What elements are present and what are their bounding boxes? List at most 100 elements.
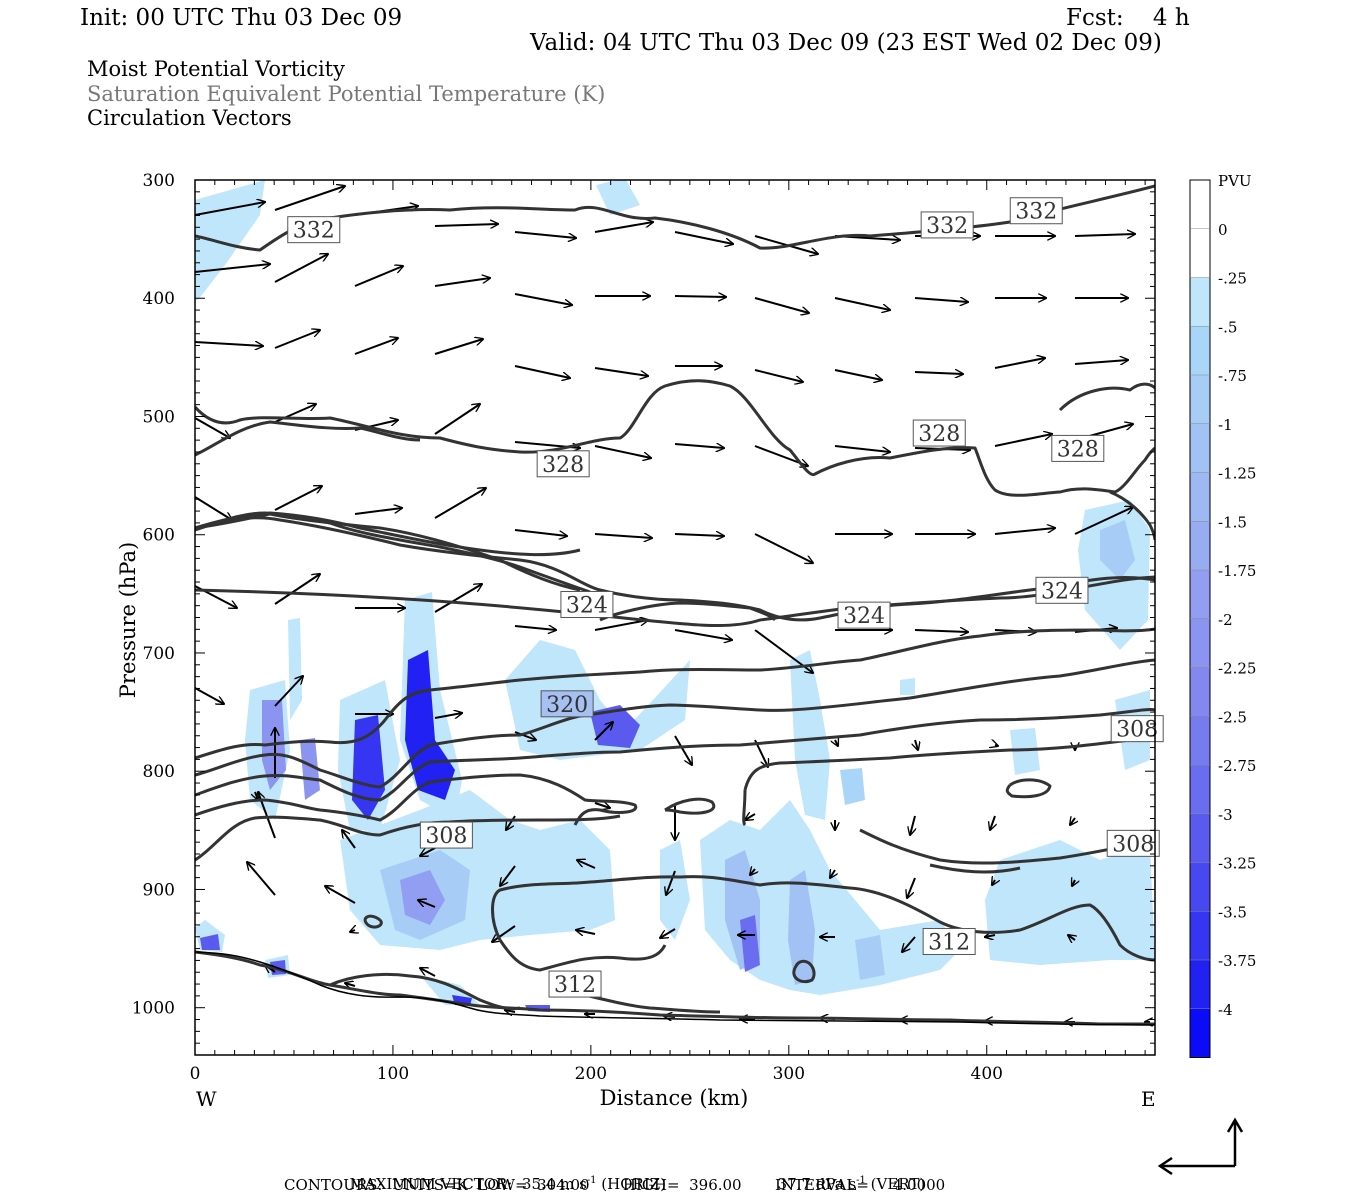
circulation-vector <box>910 815 915 835</box>
circulation-vector <box>914 372 963 374</box>
circulation-vector <box>500 865 516 886</box>
circulation-vector <box>594 445 651 458</box>
circulation-vector <box>514 293 572 305</box>
contour-label: 312 <box>928 930 970 955</box>
circulation-vector <box>434 404 480 435</box>
circulation-vector <box>492 925 516 942</box>
contour-label: 332 <box>1015 200 1057 225</box>
circulation-vector <box>660 928 676 938</box>
circulation-vector <box>194 341 263 346</box>
colorbar-label: -4 <box>1218 1001 1233 1019</box>
circulation-vector <box>577 860 596 869</box>
circulation-vector <box>342 830 356 849</box>
circulation-vector <box>992 880 995 885</box>
circulation-vector <box>354 508 402 515</box>
circulation-vector <box>434 584 482 613</box>
y-tick-label: 1000 <box>132 999 175 1019</box>
circulation-vector <box>274 330 320 349</box>
circulation-vector <box>274 254 328 283</box>
contour-label-box <box>837 601 891 629</box>
circulation-vector <box>514 626 556 630</box>
colorbar-label: -2.5 <box>1218 708 1247 726</box>
x-endpoint-west: W <box>196 1087 217 1111</box>
circulation-vector <box>354 338 398 355</box>
reference-vector-icon <box>1157 1117 1244 1176</box>
contour-label-box <box>1051 434 1105 462</box>
colorbar-segment <box>1190 765 1210 814</box>
contour-label: 308 <box>425 824 467 849</box>
circulation-vector <box>674 629 732 640</box>
circulation-vector <box>247 862 276 896</box>
colorbar-label: -3.75 <box>1218 952 1256 970</box>
colorbar-segment <box>1190 423 1210 473</box>
circulation-vector <box>434 713 462 719</box>
colorbar-segment <box>1190 960 1210 1009</box>
circulation-vector <box>514 365 570 378</box>
circulation-vector <box>754 369 803 382</box>
circulation-vector <box>1070 818 1075 825</box>
y-axis: 300 400 500 600 700 800 900 1000 <box>132 171 1155 1056</box>
forecast-hour: Fcst: 4 h <box>1066 5 1190 31</box>
colorbar-segment <box>1190 326 1210 375</box>
contour-label-box <box>548 970 602 998</box>
circulation-vector <box>274 574 320 605</box>
circulation-vector <box>674 735 692 765</box>
contour-label: 328 <box>542 453 584 478</box>
circulation-vector <box>505 1010 516 1012</box>
colorbar-segment <box>1190 277 1210 327</box>
circulation-vector <box>594 722 613 741</box>
circulation-vector <box>418 900 436 908</box>
contour-label-box <box>287 216 341 244</box>
colorbar-label: -1.25 <box>1218 465 1256 483</box>
x-tick-label: 300 <box>773 1064 805 1084</box>
circulation-vector <box>994 434 1052 447</box>
circulation-vector <box>420 968 436 977</box>
circulation-vector <box>915 739 918 750</box>
circulation-vector <box>350 930 355 932</box>
circulation-vector <box>1072 880 1075 886</box>
valid-time: Valid: 04 UTC Thu 03 Dec 09 (23 EST Wed … <box>530 30 1162 56</box>
circulation-vector <box>835 740 838 746</box>
circulation-vector <box>576 930 596 934</box>
contour-label: 308 <box>1112 832 1154 857</box>
x-tick-label: 100 <box>377 1064 409 1084</box>
colorbar-segment <box>1190 375 1210 424</box>
contour-label-box <box>540 690 594 718</box>
circulation-vector <box>674 444 724 448</box>
circulation-vector <box>274 186 345 211</box>
y-tick-label: 700 <box>143 644 175 664</box>
max-vector-info: MAXIMUM VECTOR: 35.4 m s-1 (HORIZ) <box>349 1175 667 1193</box>
circulation-vector <box>194 264 270 273</box>
contour-label: 328 <box>1057 437 1099 462</box>
circulation-vector <box>506 815 516 830</box>
circulation-vector <box>994 528 1055 535</box>
circulation-vector <box>995 745 998 746</box>
circulation-vector <box>1068 935 1075 940</box>
colorbar-label: -.75 <box>1218 367 1247 385</box>
circulation-vector <box>274 676 303 707</box>
contour-label-box <box>922 927 976 955</box>
circulation-vector <box>434 488 486 519</box>
title-theta-es: Saturation Equivalent Potential Temperat… <box>87 82 606 106</box>
y-axis-label: Pressure (hPa) <box>116 542 140 698</box>
circulation-vector <box>274 486 322 511</box>
circulation-vector <box>434 339 483 355</box>
colorbar-label: -.25 <box>1218 270 1247 288</box>
circulation-vector <box>674 296 726 297</box>
circulation-vector <box>985 935 996 937</box>
circulation-vector <box>594 534 652 538</box>
y-tick-label: 300 <box>143 171 175 191</box>
contour-label: 308 <box>1116 718 1158 743</box>
circulation-vector <box>194 687 224 704</box>
contour-label-box <box>1106 829 1160 857</box>
x-tick-label: 0 <box>190 1064 201 1084</box>
circulation-vector <box>754 533 813 563</box>
circulation-vector <box>594 803 610 808</box>
contour-label: 324 <box>566 593 608 618</box>
colorbar-label: -3 <box>1218 806 1233 824</box>
circulation-vector <box>990 815 995 830</box>
circulation-vector <box>745 814 756 820</box>
x-tick-label: 200 <box>575 1064 607 1084</box>
circulation-vector <box>914 630 968 632</box>
